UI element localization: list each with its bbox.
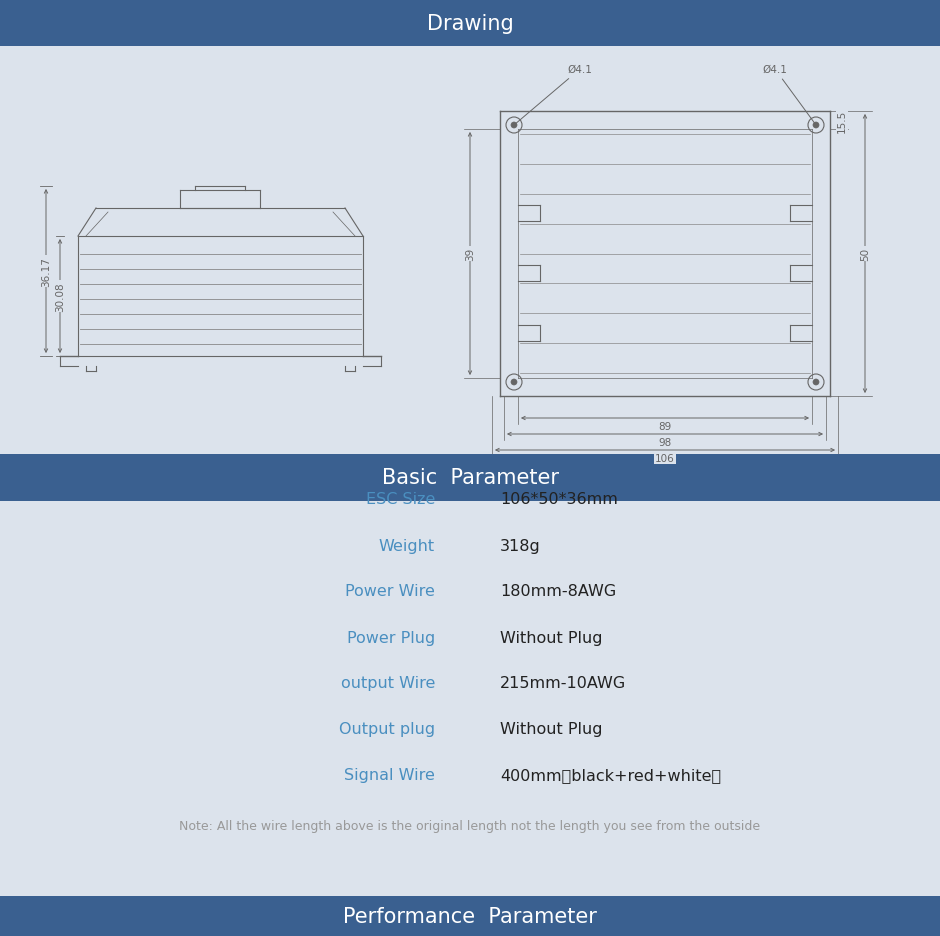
Text: 318g: 318g xyxy=(500,538,540,553)
Text: 106: 106 xyxy=(655,454,675,463)
Circle shape xyxy=(511,123,517,129)
Text: Without Plug: Without Plug xyxy=(500,630,603,645)
Text: Note: All the wire length above is the original length not the length you see fr: Note: All the wire length above is the o… xyxy=(180,819,760,832)
Text: 39: 39 xyxy=(465,248,475,261)
Text: Basic  Parameter: Basic Parameter xyxy=(382,468,558,488)
Circle shape xyxy=(813,380,819,386)
Text: 15.5: 15.5 xyxy=(837,110,847,133)
Text: 180mm-8AWG: 180mm-8AWG xyxy=(500,584,617,599)
Text: 400mm（black+red+white）: 400mm（black+red+white） xyxy=(500,768,721,782)
Bar xyxy=(0,0,940,47)
Text: Ø4.1: Ø4.1 xyxy=(762,65,814,124)
Circle shape xyxy=(813,123,819,129)
Text: Weight: Weight xyxy=(379,538,435,553)
Text: 215mm-10AWG: 215mm-10AWG xyxy=(500,676,626,691)
Text: 50: 50 xyxy=(860,248,870,261)
Text: Without Plug: Without Plug xyxy=(500,722,603,737)
Bar xyxy=(0,896,940,936)
Text: 30.08: 30.08 xyxy=(55,282,65,312)
Text: ESC Size: ESC Size xyxy=(366,492,435,507)
Text: 36.17: 36.17 xyxy=(41,256,51,286)
Text: Ø4.1: Ø4.1 xyxy=(516,65,592,124)
Text: 98: 98 xyxy=(658,437,671,447)
Text: Output plug: Output plug xyxy=(339,722,435,737)
Text: 89: 89 xyxy=(658,421,671,431)
Text: output Wire: output Wire xyxy=(340,676,435,691)
Bar xyxy=(0,455,940,502)
Text: Power Wire: Power Wire xyxy=(345,584,435,599)
Text: Signal Wire: Signal Wire xyxy=(344,768,435,782)
Text: 106*50*36mm: 106*50*36mm xyxy=(500,492,618,507)
Text: Power Plug: Power Plug xyxy=(347,630,435,645)
Text: Performance  Parameter: Performance Parameter xyxy=(343,906,597,926)
Text: Drawing: Drawing xyxy=(427,13,513,34)
Circle shape xyxy=(511,380,517,386)
